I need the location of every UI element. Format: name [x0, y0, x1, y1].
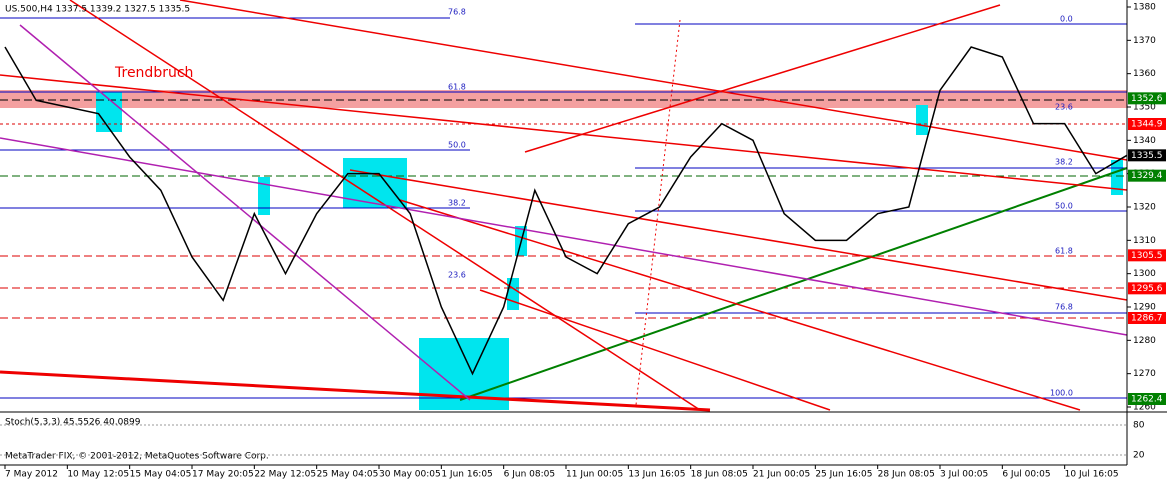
highlight	[343, 158, 407, 208]
footer: MetaTrader FIX, © 2001-2012, MetaQuotes …	[5, 452, 269, 462]
trend-line	[399, 199, 1081, 411]
y-tick-label: 1320	[1133, 203, 1156, 213]
x-tick-label: 10 May 12:05	[67, 470, 129, 480]
y-tick-label: 1290	[1133, 303, 1156, 313]
annotation: Trendbruch	[114, 65, 193, 81]
x-tick-label: 25 Jun 16:05	[815, 470, 872, 480]
x-tick-label: 1 Jun 16:05	[441, 470, 492, 480]
x-tick-label: 6 Jul 00:05	[1002, 470, 1050, 480]
price-tag	[1128, 249, 1166, 262]
y-tick-label: 1350	[1133, 103, 1156, 113]
fib-label: 50.0	[1055, 202, 1073, 211]
fib-label: 50.0	[448, 141, 466, 150]
highlight	[258, 177, 270, 215]
x-tick-label: 10 Jul 16:05	[1065, 470, 1119, 480]
fib-label: 100.0	[1050, 389, 1073, 398]
x-tick-label: 3 Jul 00:05	[940, 470, 988, 480]
price-tag-label: 1329.4	[1131, 171, 1163, 181]
highlight	[507, 278, 519, 310]
trend-line	[179, 0, 1128, 161]
highlight	[96, 92, 122, 132]
x-tick-label: 28 Jun 08:05	[878, 470, 935, 480]
trend-line	[479, 289, 831, 411]
x-tick-label: 6 Jun 08:05	[504, 470, 555, 480]
y-tick-label: 1300	[1133, 269, 1156, 279]
x-tick-label: 13 Jun 16:05	[628, 470, 685, 480]
price-line	[4, 46, 1128, 376]
fib-label: 0.0	[1060, 15, 1073, 24]
indicator-tick-label: 80	[1133, 421, 1145, 431]
indicator-label: Stoch(5,3,3) 45.5526 40.0899	[5, 418, 141, 428]
x-tick-label: 30 May 00:05	[379, 470, 441, 480]
price-tag	[1128, 149, 1166, 162]
y-tick-label: 1340	[1133, 136, 1156, 146]
chart-title: US.500,H4 1337.5 1339.2 1327.5 1335.5	[5, 5, 190, 15]
trend-line	[0, 370, 711, 412]
price-tag	[1128, 282, 1166, 295]
fib-label: 23.6	[448, 271, 466, 280]
x-tick-label: 7 May 2012	[5, 470, 58, 480]
fib-label: 38.2	[448, 199, 466, 208]
trend-line	[19, 24, 471, 401]
y-tick-label: 1360	[1133, 69, 1156, 79]
x-tick-label: 21 Jun 00:05	[753, 470, 810, 480]
trend-line	[0, 74, 1128, 191]
y-tick-label: 1370	[1133, 36, 1156, 46]
drawings	[0, 0, 1167, 466]
fib-label: 23.6	[1055, 103, 1073, 112]
price-tag	[1128, 393, 1166, 405]
price-tag-label: 1286.7	[1131, 314, 1163, 324]
price-tag	[1128, 312, 1166, 324]
x-tick-label: 11 Jun 00:05	[566, 470, 623, 480]
price-tag	[1128, 92, 1166, 105]
fib-label: 61.8	[448, 83, 466, 92]
highlight	[916, 105, 928, 135]
trend-line	[459, 167, 1128, 401]
fib-label: 76.8	[448, 8, 466, 17]
highlight	[1111, 160, 1123, 195]
price-tag-label: 1295.6	[1131, 284, 1163, 294]
y-tick-label: 1260	[1133, 403, 1156, 413]
trend-line	[349, 169, 1128, 301]
y-tick-label: 1380	[1133, 3, 1156, 13]
x-tick-label: 15 May 04:05	[130, 470, 192, 480]
y-tick-label: 1310	[1133, 236, 1156, 246]
y-tick-label: 1270	[1133, 369, 1156, 379]
indicator-tick-label: 20	[1133, 451, 1145, 461]
x-tick-label: 22 May 12:05	[254, 470, 316, 480]
price-tag	[1128, 118, 1166, 130]
price-tag-label: 1352.6	[1131, 94, 1163, 104]
fib-label: 76.8	[1055, 303, 1073, 312]
price-tag-label: 1262.4	[1131, 395, 1163, 405]
y-tick-label: 1280	[1133, 336, 1156, 346]
x-tick-label: 17 May 20:05	[192, 470, 254, 480]
price-tag-label: 1344.9	[1131, 120, 1163, 130]
x-tick-label: 18 Jun 08:05	[691, 470, 748, 480]
trend-line	[524, 4, 1001, 153]
price-tag-label: 1335.5	[1131, 151, 1163, 161]
fib-label: 38.2	[1055, 158, 1073, 167]
x-tick-label: 25 May 04:05	[317, 470, 379, 480]
trend-line	[0, 137, 1128, 336]
fib-label: 61.8	[1055, 247, 1073, 256]
price-tag-label: 1305.5	[1131, 251, 1163, 261]
price-tag	[1128, 169, 1166, 182]
